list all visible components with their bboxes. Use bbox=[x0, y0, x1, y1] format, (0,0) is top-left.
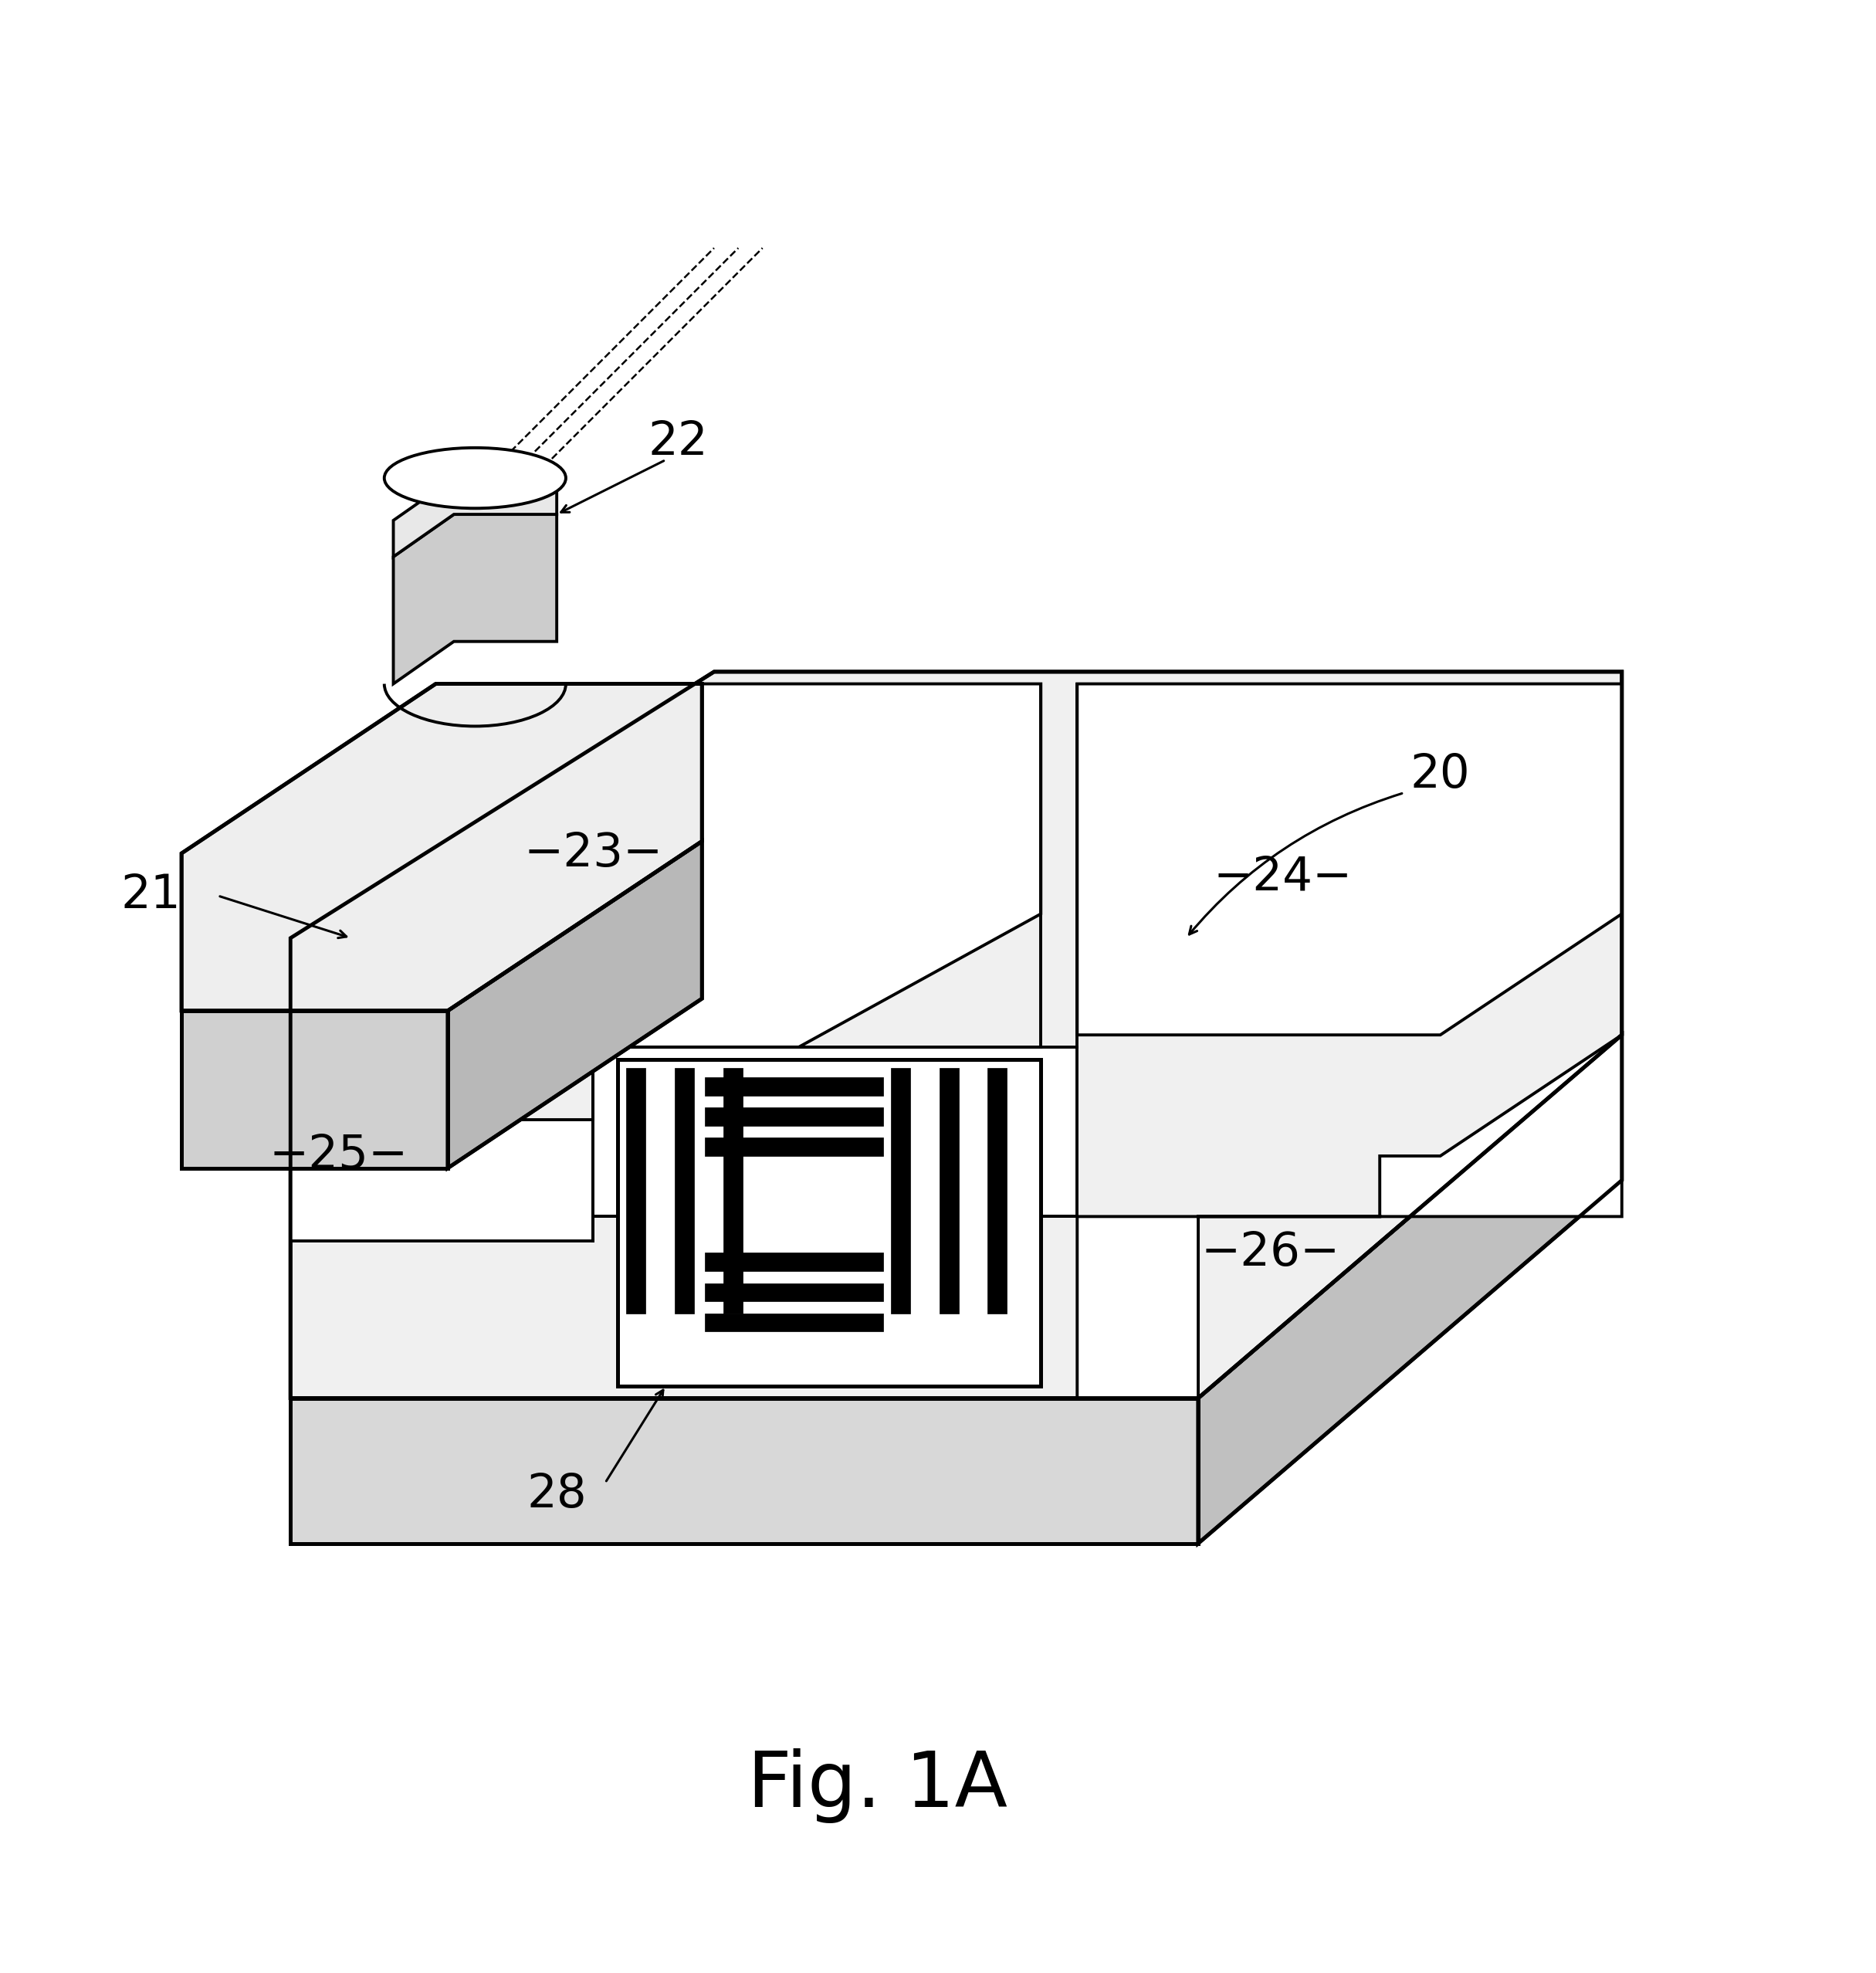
Polygon shape bbox=[891, 1067, 910, 1314]
Text: 28: 28 bbox=[527, 1472, 587, 1517]
Polygon shape bbox=[435, 685, 1041, 1048]
Polygon shape bbox=[705, 1077, 884, 1095]
Polygon shape bbox=[705, 1314, 884, 1332]
Text: −24−: −24− bbox=[1214, 854, 1353, 900]
Polygon shape bbox=[722, 1067, 743, 1314]
Polygon shape bbox=[291, 1399, 1199, 1543]
Text: 22: 22 bbox=[647, 418, 707, 464]
Polygon shape bbox=[448, 840, 702, 1168]
Polygon shape bbox=[593, 1048, 1077, 1217]
Text: 21: 21 bbox=[122, 872, 182, 919]
Polygon shape bbox=[1077, 685, 1623, 1036]
Polygon shape bbox=[394, 515, 557, 685]
Polygon shape bbox=[940, 1067, 959, 1314]
Polygon shape bbox=[705, 1107, 884, 1127]
Polygon shape bbox=[675, 1067, 694, 1314]
Polygon shape bbox=[291, 937, 593, 1241]
Text: 20: 20 bbox=[1411, 752, 1471, 797]
Polygon shape bbox=[182, 1010, 448, 1168]
Polygon shape bbox=[394, 477, 557, 556]
Polygon shape bbox=[182, 685, 702, 1010]
Polygon shape bbox=[627, 1067, 645, 1314]
Text: −23−: −23− bbox=[523, 831, 662, 876]
Text: −26−: −26− bbox=[1201, 1229, 1341, 1277]
Polygon shape bbox=[1199, 1036, 1623, 1543]
Polygon shape bbox=[987, 1067, 1007, 1314]
Polygon shape bbox=[291, 671, 1623, 1399]
Polygon shape bbox=[705, 1253, 884, 1271]
Polygon shape bbox=[705, 1138, 884, 1156]
Text: −25−: −25− bbox=[270, 1133, 409, 1178]
Text: Fig. 1A: Fig. 1A bbox=[747, 1748, 1007, 1823]
Polygon shape bbox=[1077, 1036, 1623, 1399]
Polygon shape bbox=[705, 1282, 884, 1302]
Polygon shape bbox=[617, 1060, 1041, 1385]
Ellipse shape bbox=[385, 448, 567, 509]
